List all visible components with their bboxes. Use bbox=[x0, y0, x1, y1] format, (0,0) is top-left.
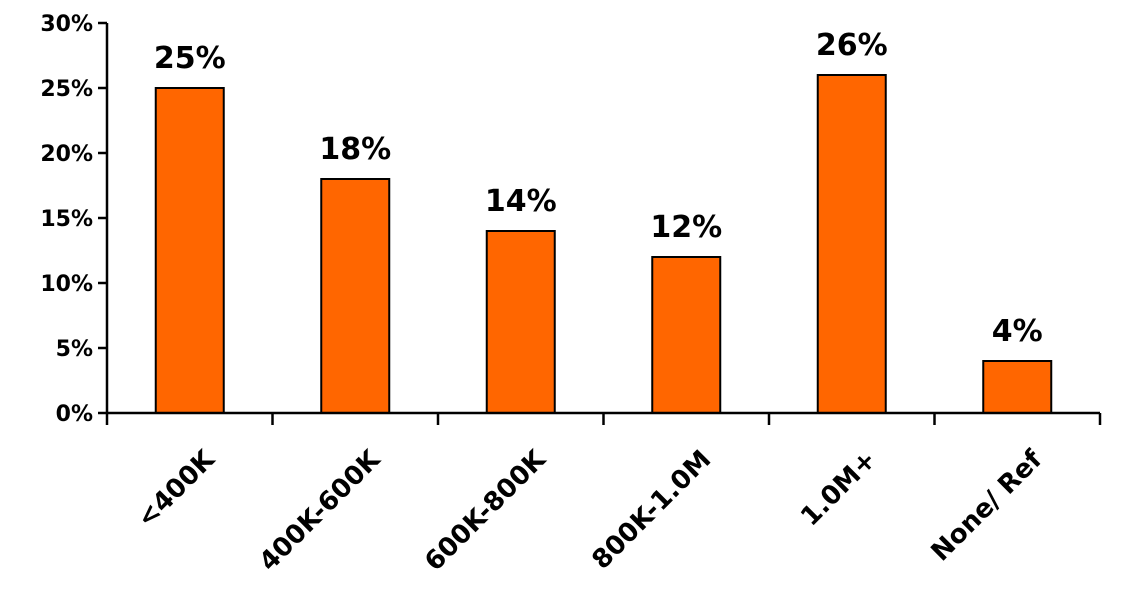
data-label: 14% bbox=[485, 184, 557, 219]
data-label: 25% bbox=[154, 41, 226, 76]
x-tick-label: 800K-1.0M bbox=[586, 445, 717, 576]
x-tick-label: <400K bbox=[131, 444, 221, 534]
x-axis-ticks bbox=[105, 413, 1102, 425]
bar bbox=[320, 178, 391, 414]
y-tick-label: 10% bbox=[40, 272, 93, 297]
y-tick-label: 30% bbox=[40, 12, 93, 37]
y-axis-tick-labels: 0% 5% 10% 15% 20% 25% 30% bbox=[40, 12, 93, 427]
y-tick-label: 15% bbox=[40, 207, 93, 232]
data-labels: 25% 18% 14% 12% 26% 4% bbox=[154, 28, 1043, 349]
bar bbox=[651, 256, 722, 414]
data-label: 26% bbox=[816, 28, 888, 63]
data-label: 12% bbox=[650, 210, 722, 245]
x-tick-label: None/ Ref bbox=[926, 444, 1049, 567]
x-tick-label: 400K-600K bbox=[254, 444, 387, 577]
bar bbox=[982, 360, 1053, 414]
y-tick-label: 0% bbox=[56, 402, 93, 427]
data-label: 4% bbox=[992, 314, 1043, 349]
data-label: 18% bbox=[319, 132, 391, 167]
x-tick-label: 600K-800K bbox=[419, 444, 552, 577]
y-tick-label: 5% bbox=[56, 337, 93, 362]
x-tick-label: 1.0M+ bbox=[795, 445, 882, 532]
bar bbox=[154, 87, 225, 414]
y-tick-label: 25% bbox=[40, 77, 93, 102]
x-axis-category-labels: <400K 400K-600K 600K-800K 800K-1.0M 1.0M+ Non… bbox=[131, 444, 1048, 577]
y-axis-ticks bbox=[98, 21, 107, 415]
y-tick-label: 20% bbox=[40, 142, 93, 167]
bar bbox=[816, 74, 887, 414]
bars bbox=[154, 74, 1053, 414]
bar bbox=[485, 230, 556, 414]
